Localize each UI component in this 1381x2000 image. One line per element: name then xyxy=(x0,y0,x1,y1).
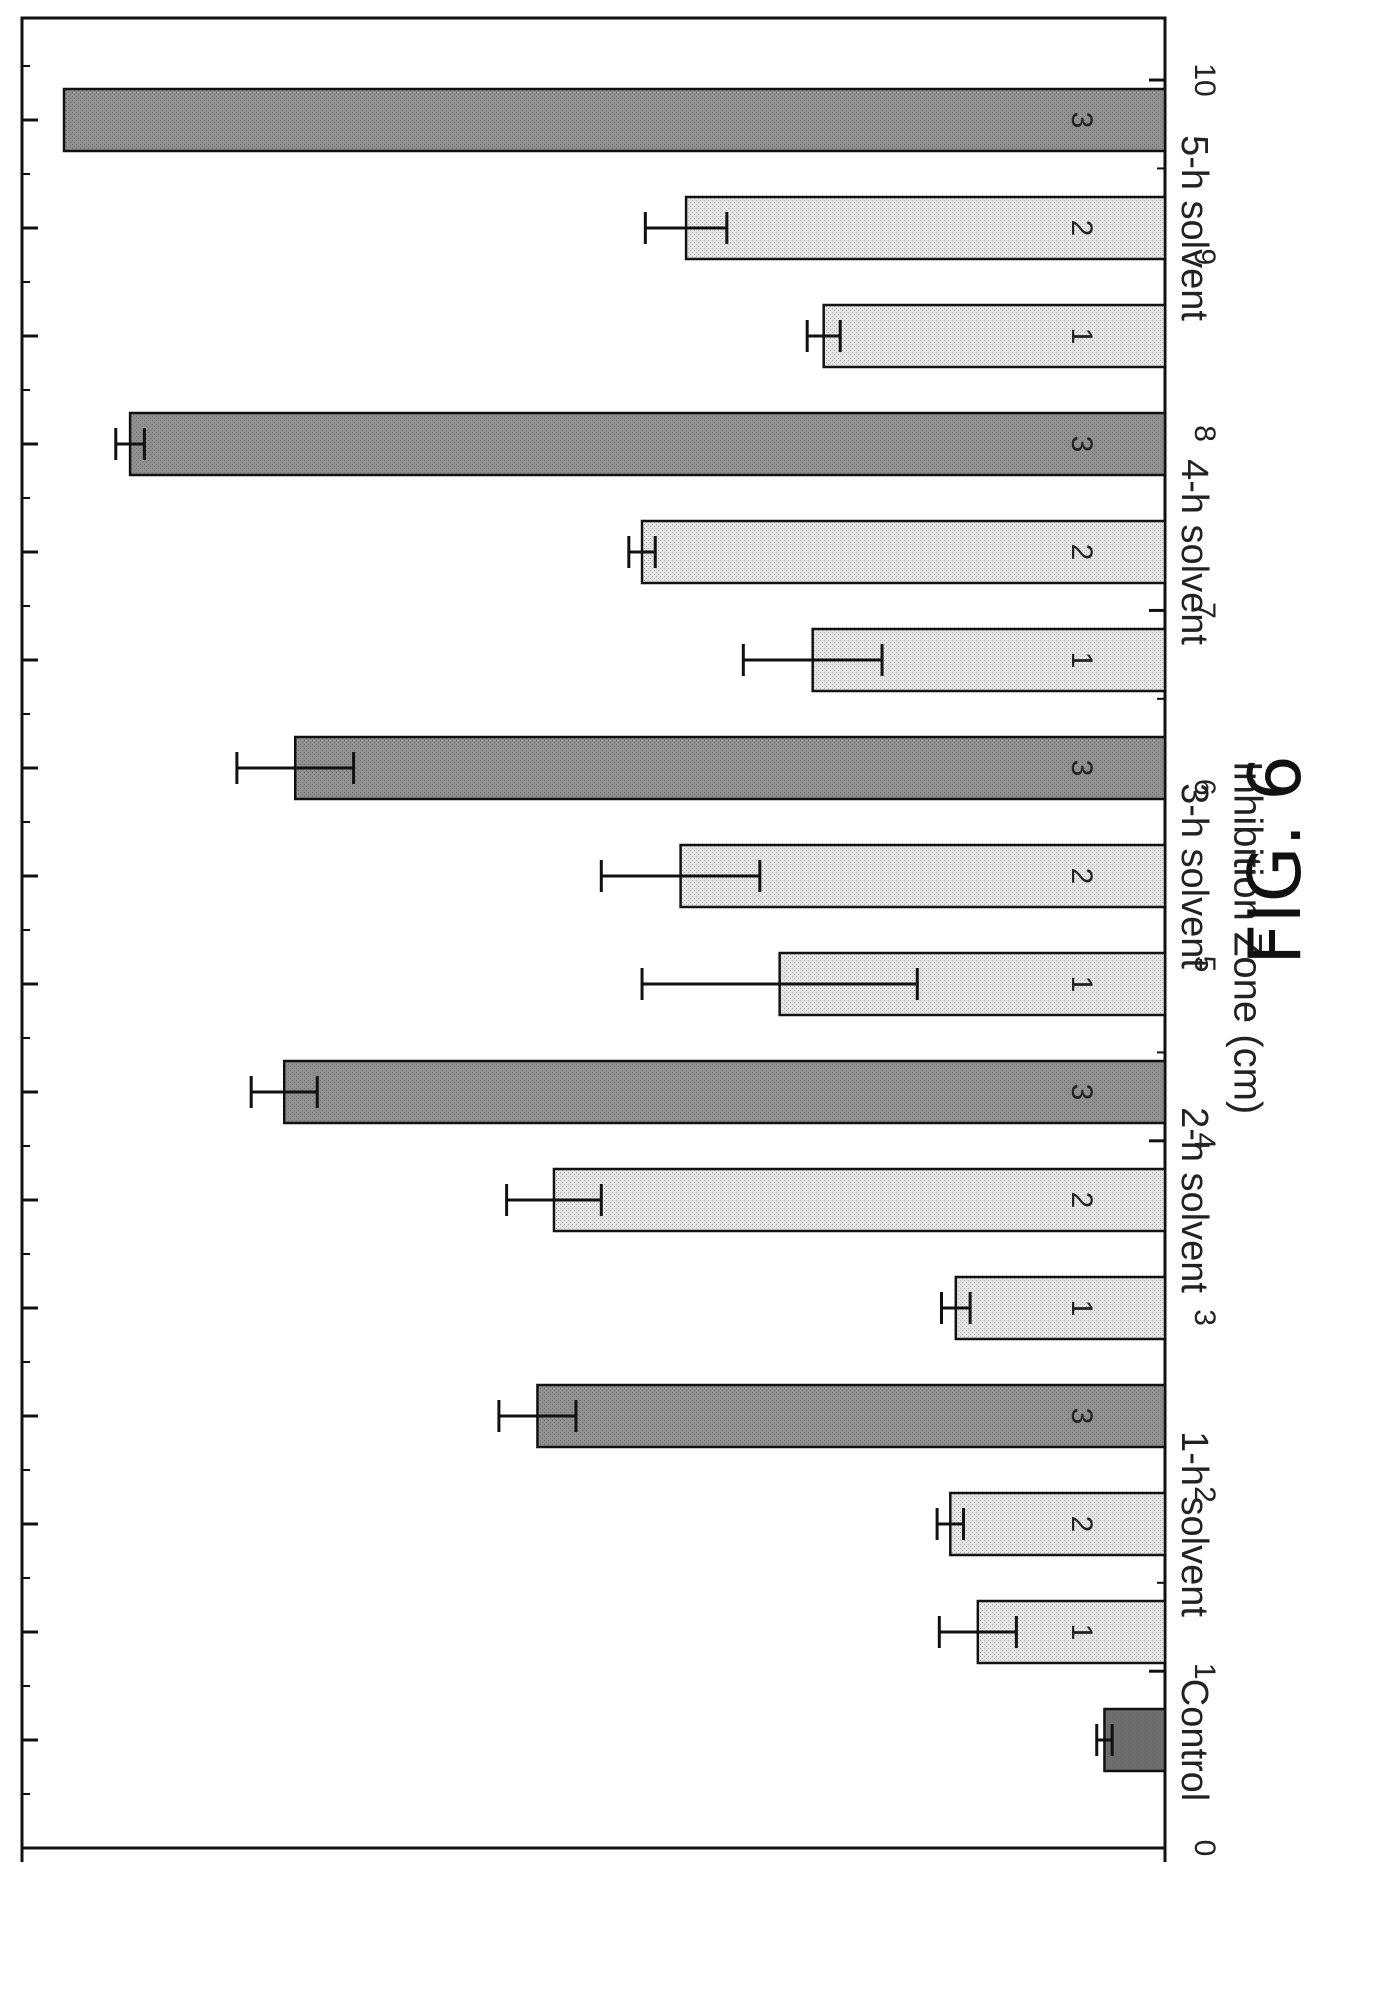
value-axis-title: Inhibition Zone (cm) xyxy=(1225,761,1269,1114)
category-label: 5-h solvent xyxy=(1173,135,1215,321)
bar-label: 1 xyxy=(1065,652,1098,669)
bar-label: 2 xyxy=(1065,868,1098,885)
plot-area: 0 1 2 3 4 5 6 7 8 9 10 Inhibition Zone (cm) 1 2 3 1 2 3 1 2… xyxy=(20,16,1269,1862)
value-tick-label: 9 xyxy=(1188,248,1221,265)
bar xyxy=(822,303,1167,369)
bar xyxy=(62,87,1167,153)
bar xyxy=(684,195,1167,261)
bar-label: 1 xyxy=(1065,328,1098,345)
category-label: 2-h solvent xyxy=(1173,1107,1215,1293)
bar-label: 3 xyxy=(1065,760,1098,777)
figure-label: FIG. 6 xyxy=(1233,754,1317,966)
bar xyxy=(640,519,1167,585)
bar-label: 3 xyxy=(1065,436,1098,453)
bar-label: 1 xyxy=(1065,1624,1098,1641)
bar xyxy=(552,1167,1167,1233)
bar xyxy=(954,1275,1167,1341)
plot-frame xyxy=(20,16,1167,1850)
bar xyxy=(536,1383,1167,1449)
bar xyxy=(293,735,1167,801)
value-tick-label: 3 xyxy=(1188,1309,1221,1326)
bar-label: 3 xyxy=(1065,1084,1098,1101)
value-tick-label: 4 xyxy=(1188,1132,1221,1149)
bar xyxy=(128,411,1167,477)
bar-label: 2 xyxy=(1065,1192,1098,1209)
category-label: 4-h solvent xyxy=(1173,459,1215,645)
bar-label: 2 xyxy=(1065,544,1098,561)
value-tick-label: 8 xyxy=(1188,425,1221,442)
bar-label: 3 xyxy=(1065,1408,1098,1425)
value-tick-label: 6 xyxy=(1188,779,1221,796)
bar-label: 1 xyxy=(1065,976,1098,993)
bar-label: 2 xyxy=(1065,1516,1098,1533)
category-label: 3-h solvent xyxy=(1173,783,1215,969)
value-tick-label: 2 xyxy=(1188,1486,1221,1503)
category-label: Control xyxy=(1173,1679,1215,1802)
category-label: 1-h solvent xyxy=(1173,1431,1215,1617)
bar-label: 2 xyxy=(1065,220,1098,237)
value-tick-label: 5 xyxy=(1188,956,1221,973)
value-tick-label: 10 xyxy=(1188,63,1221,96)
value-tick-label: 7 xyxy=(1188,602,1221,619)
bar xyxy=(282,1059,1167,1125)
bar-label: 1 xyxy=(1065,1300,1098,1317)
bar xyxy=(949,1491,1167,1557)
bar-label: 3 xyxy=(1065,112,1098,129)
value-tick-label: 1 xyxy=(1188,1663,1221,1680)
value-tick-label: 0 xyxy=(1188,1840,1221,1857)
